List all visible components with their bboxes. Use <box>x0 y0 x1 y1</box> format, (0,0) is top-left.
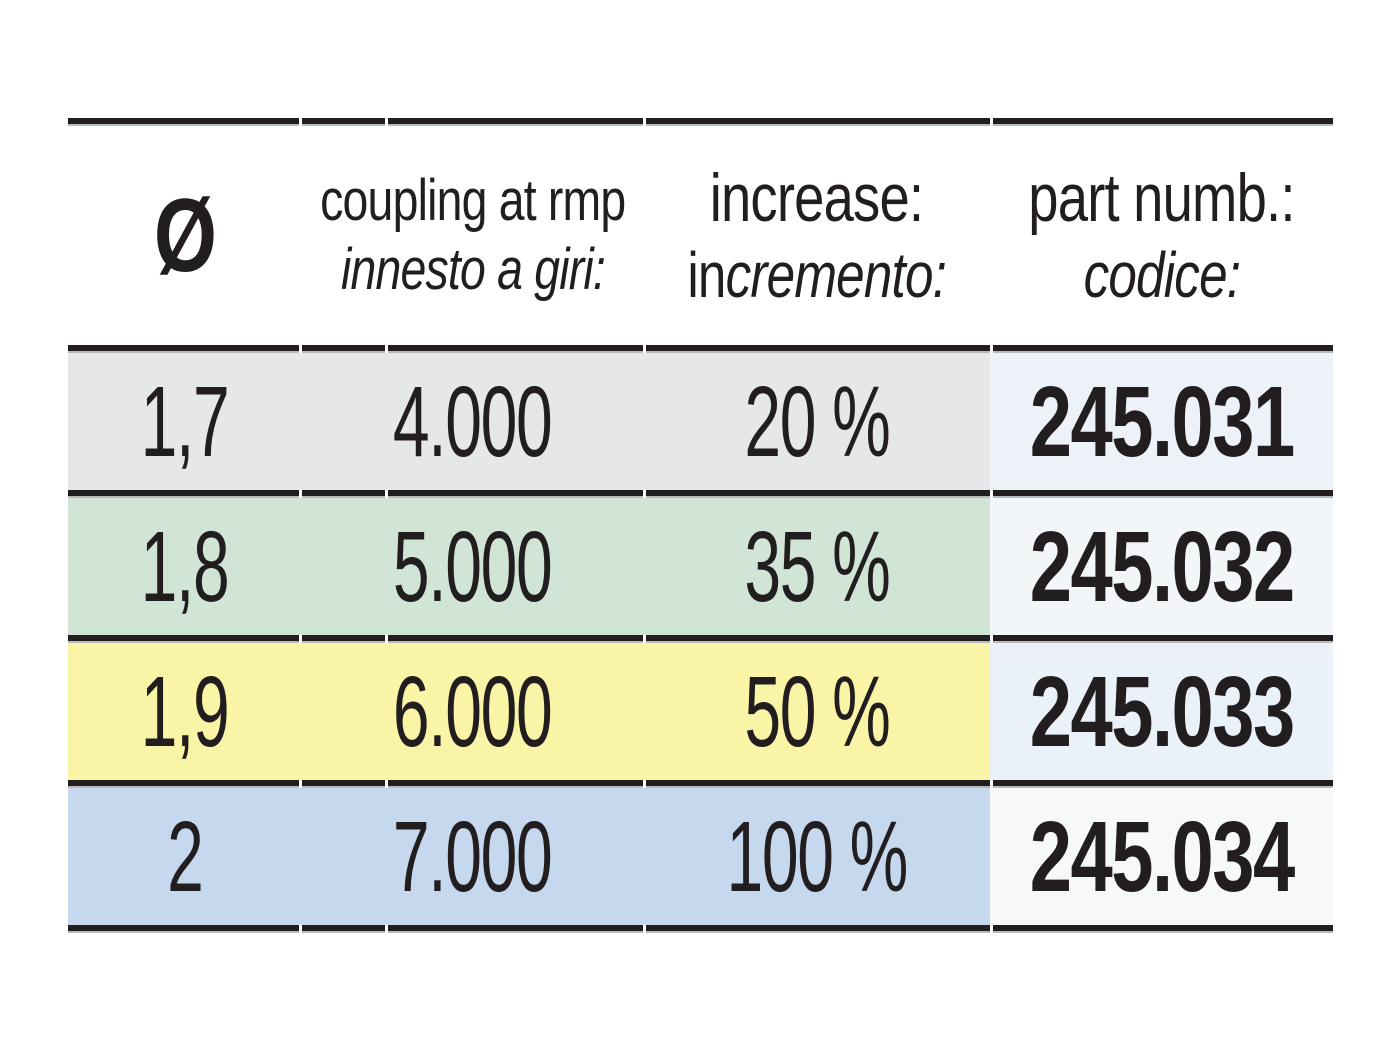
cell-diameter: 1,9 <box>68 643 302 780</box>
row-divider <box>68 635 1333 643</box>
header-part-number: part numb.: codice: <box>990 126 1333 345</box>
header-diameter: Ø <box>68 126 302 345</box>
divider-segment <box>388 925 643 933</box>
increase-value: 100 % <box>726 800 908 913</box>
divider-segment <box>993 925 1333 933</box>
header-increase-en: increase: <box>709 159 924 236</box>
divider-segment <box>68 635 299 643</box>
divider-segment <box>68 345 299 353</box>
cell-coupling-rpm: 7.000 <box>302 788 643 925</box>
header-part-en: part numb.: <box>1028 159 1295 236</box>
divider-segment <box>302 345 385 353</box>
increase-value: 35 % <box>743 510 890 623</box>
diameter-value: 1,9 <box>141 655 230 768</box>
header-coupling: coupling at rmp innesto a giri: <box>302 126 643 345</box>
divider-segment <box>388 780 643 788</box>
divider-segment <box>646 925 990 933</box>
cell-part-number: 245.031 <box>990 353 1333 490</box>
divider-segment <box>646 345 990 353</box>
cell-coupling-rpm: 6.000 <box>302 643 643 780</box>
cell-part-number: 245.034 <box>990 788 1333 925</box>
divider-segment <box>646 118 990 126</box>
table-row: 1,7 4.000 20 % 245.031 <box>68 353 1333 490</box>
divider-segment <box>68 780 299 788</box>
divider-segment <box>302 118 385 126</box>
table-row: 2 7.000 100 % 245.034 <box>68 788 1333 925</box>
cell-diameter: 1,7 <box>68 353 302 490</box>
table-header-row: Ø coupling at rmp innesto a giri: increa… <box>68 126 1333 345</box>
part-number-value: 245.034 <box>1029 800 1295 913</box>
table-row: 1,8 5.000 35 % 245.032 <box>68 498 1333 635</box>
increase-value: 50 % <box>743 655 890 768</box>
divider-segment <box>993 635 1333 643</box>
diameter-value: 1,7 <box>141 365 230 478</box>
table-border-top <box>68 118 1333 126</box>
coupling-rpm-value: 6.000 <box>393 655 553 768</box>
divider-segment <box>993 490 1333 498</box>
spec-table: Ø coupling at rmp innesto a giri: increa… <box>68 118 1333 933</box>
divider-segment <box>68 925 299 933</box>
cell-part-number: 245.032 <box>990 498 1333 635</box>
header-part-it: codice: <box>1083 238 1240 311</box>
cell-diameter: 2 <box>68 788 302 925</box>
increase-value: 20 % <box>743 365 890 478</box>
header-increase-it: incremento: <box>687 238 946 314</box>
coupling-rpm-value: 4.000 <box>393 365 553 478</box>
table-row: 1,9 6.000 50 % 245.033 <box>68 643 1333 780</box>
divider-segment <box>993 345 1333 353</box>
header-coupling-it: innesto a giri: <box>340 236 605 302</box>
table-border-bottom <box>68 925 1333 933</box>
header-increase: increase: incremento: <box>643 126 990 345</box>
divider-segment <box>646 780 990 788</box>
cell-part-number: 245.033 <box>990 643 1333 780</box>
divider-segment <box>646 490 990 498</box>
part-number-value: 245.031 <box>1029 365 1295 478</box>
cell-increase: 100 % <box>643 788 990 925</box>
diameter-value: 1,8 <box>141 510 230 623</box>
part-number-value: 245.033 <box>1029 655 1295 768</box>
divider-segment <box>68 490 299 498</box>
divider-segment <box>68 118 299 126</box>
cell-coupling-rpm: 5.000 <box>302 498 643 635</box>
row-divider <box>68 345 1333 353</box>
divider-segment <box>388 345 643 353</box>
divider-segment <box>993 118 1333 126</box>
divider-segment <box>388 118 643 126</box>
divider-segment <box>646 635 990 643</box>
divider-segment <box>302 635 385 643</box>
divider-segment <box>388 490 643 498</box>
cell-increase: 50 % <box>643 643 990 780</box>
cell-diameter: 1,8 <box>68 498 302 635</box>
row-divider <box>68 780 1333 788</box>
header-increase-it-prefix: in <box>687 238 726 311</box>
coupling-rpm-value: 5.000 <box>393 510 553 623</box>
cell-coupling-rpm: 4.000 <box>302 353 643 490</box>
row-divider <box>68 490 1333 498</box>
header-coupling-en: coupling at rmp <box>319 168 626 234</box>
part-number-value: 245.032 <box>1029 510 1295 623</box>
divider-segment <box>302 925 385 933</box>
divider-segment <box>302 780 385 788</box>
divider-segment <box>993 780 1333 788</box>
diameter-value: 2 <box>167 800 204 913</box>
cell-increase: 35 % <box>643 498 990 635</box>
diameter-symbol: Ø <box>153 177 217 294</box>
header-increase-it-suffix: cremento: <box>725 238 946 311</box>
cell-increase: 20 % <box>643 353 990 490</box>
coupling-rpm-value: 7.000 <box>393 800 553 913</box>
divider-segment <box>302 490 385 498</box>
divider-segment <box>388 635 643 643</box>
